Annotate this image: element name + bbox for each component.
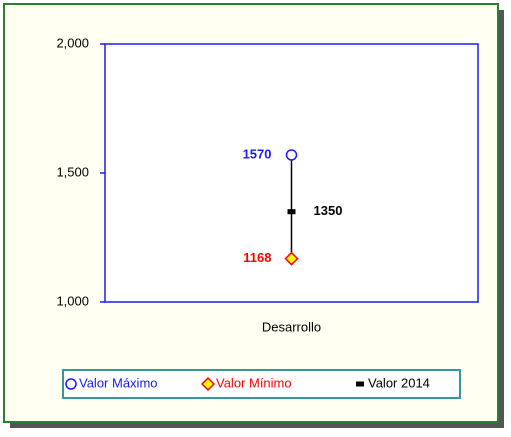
legend-marker bbox=[356, 381, 364, 387]
data-label: 1570 bbox=[243, 146, 272, 161]
legend-label: Valor Máximo bbox=[79, 375, 158, 390]
x-tick-label: Desarrollo bbox=[262, 319, 321, 334]
data-label: 1168 bbox=[243, 250, 271, 265]
y-tick-label: 1,000 bbox=[56, 293, 89, 308]
legend-label: Valor Mínimo bbox=[216, 375, 292, 390]
point bbox=[284, 251, 299, 266]
legend-label: Valor 2014 bbox=[368, 375, 430, 390]
y-tick-label: 2,000 bbox=[56, 35, 89, 50]
legend-marker bbox=[65, 378, 77, 390]
y-tick-label: 1,500 bbox=[56, 164, 89, 179]
legend bbox=[62, 369, 461, 399]
point bbox=[285, 149, 298, 161]
legend-marker bbox=[200, 376, 216, 392]
data-label: 1350 bbox=[314, 203, 343, 218]
point bbox=[287, 209, 296, 215]
